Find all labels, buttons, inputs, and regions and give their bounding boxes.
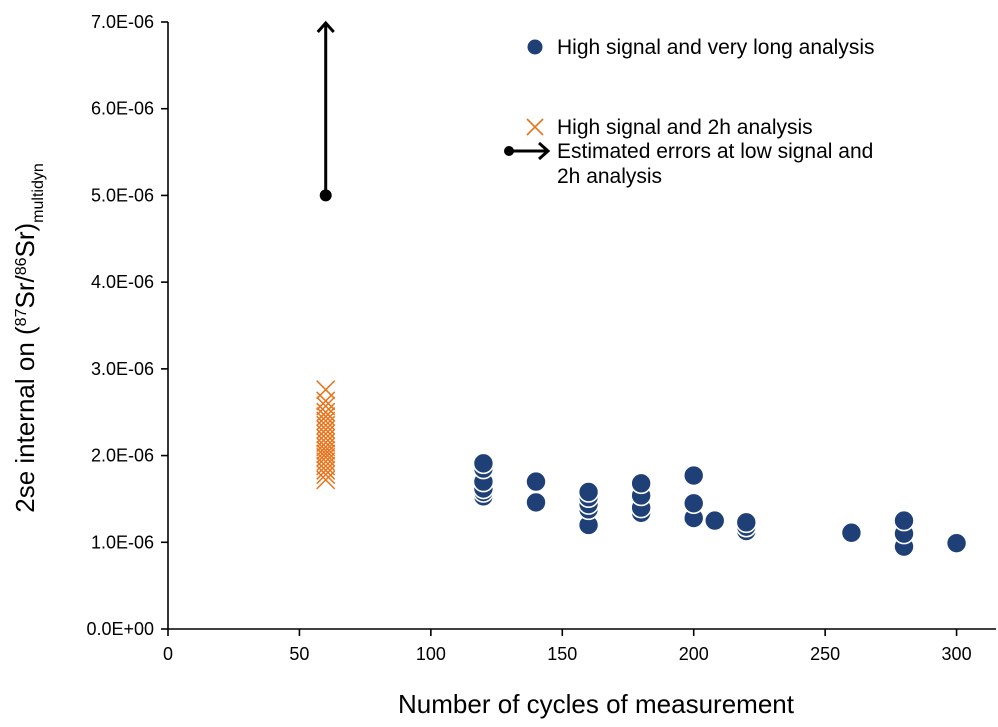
circle-point <box>840 521 863 544</box>
plot-marks <box>316 20 968 558</box>
estimate-point <box>319 189 332 202</box>
y-axis-ticks: 0.0E+00 1.0E-06 2.0E-06 3.0E-06 4.0E-06 5.0E-… <box>86 12 168 639</box>
legend-label-line1: Estimated errors at low signal and <box>557 140 873 163</box>
x-tick-label: 250 <box>810 644 840 664</box>
y-tick-label: 0.0E+00 <box>86 619 154 639</box>
legend: High signal and very long analysis High … <box>504 36 879 188</box>
x-tick-label: 0 <box>163 644 173 664</box>
axes <box>167 22 996 630</box>
x-point <box>316 396 336 416</box>
y-tick-label: 7.0E-06 <box>91 12 154 32</box>
x-point <box>316 391 336 411</box>
x-point <box>316 470 336 490</box>
circle-point <box>577 481 600 503</box>
x-axis-ticks: 0 50 100 150 200 250 300 <box>163 629 972 664</box>
x-point <box>316 411 336 431</box>
x-point <box>316 407 336 427</box>
x-axis-title: Number of cycles of measurement <box>398 689 795 719</box>
legend-arrow-head <box>538 141 551 161</box>
x-tick-label: 50 <box>289 644 309 664</box>
x-point <box>316 380 336 400</box>
circle-point <box>525 470 547 493</box>
circle-point <box>682 492 705 515</box>
legend-circle-marker <box>527 39 543 55</box>
x-tick-label: 300 <box>942 644 972 664</box>
y-tick-label: 6.0E-06 <box>91 99 154 119</box>
x-point <box>316 452 336 472</box>
circle-point <box>945 532 968 554</box>
legend-item-circle: High signal and very long analysis <box>527 36 875 59</box>
circle-point <box>703 509 726 532</box>
legend-label-line2: 2h analysis <box>557 165 662 188</box>
circle-point <box>893 509 915 532</box>
y-tick-label: 4.0E-06 <box>91 272 154 292</box>
circle-point <box>682 464 705 487</box>
x-point <box>316 447 336 467</box>
estimate-arrow-head <box>316 20 335 33</box>
legend-label: Estimated errors at low signal and 2h an… <box>557 140 879 188</box>
x-tick-label: 150 <box>547 644 577 664</box>
legend-item-arrow: Estimated errors at low signal and 2h an… <box>504 140 879 188</box>
legend-item-x: High signal and 2h analysis <box>526 116 813 139</box>
y-tick-label: 5.0E-06 <box>91 185 154 205</box>
circle-point <box>525 491 547 514</box>
x-tick-label: 100 <box>416 644 446 664</box>
y-axis-title: 2se internal on (87Sr/86Sr)multidyn <box>10 163 47 513</box>
circle-point <box>735 511 758 534</box>
y-tick-label: 2.0E-06 <box>91 446 154 466</box>
legend-label: High signal and very long analysis <box>557 36 875 59</box>
y-tick-label: 3.0E-06 <box>91 359 154 379</box>
circle-point <box>472 452 495 475</box>
y-tick-label: 1.0E-06 <box>91 532 154 552</box>
legend-label: High signal and 2h analysis <box>557 116 813 139</box>
legend-x-marker <box>526 118 544 136</box>
x-tick-label: 200 <box>679 644 709 664</box>
circle-point <box>630 472 652 495</box>
